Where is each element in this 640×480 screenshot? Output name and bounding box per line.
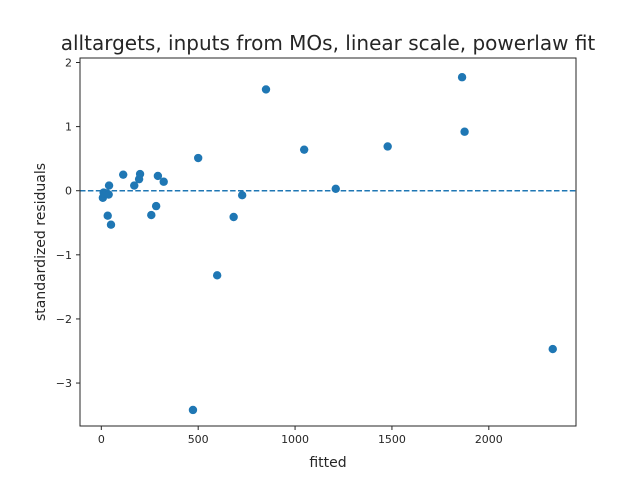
- data-point: [299, 145, 309, 154]
- x-tick-label: 1500: [378, 433, 406, 446]
- data-point: [153, 171, 163, 181]
- axes-frame: [79, 57, 577, 427]
- plot-area: 0 500 1000 1500 2000 −3 −2 −1 0 1 2: [56, 56, 576, 446]
- data-point: [229, 212, 238, 222]
- data-point: [106, 220, 116, 229]
- y-tick-label: −1: [56, 249, 72, 262]
- y-tick-label: −2: [56, 313, 72, 326]
- data-point: [188, 405, 198, 415]
- data-point: [159, 177, 168, 186]
- y-axis-label: standardized residuals: [33, 163, 49, 321]
- data-point: [135, 169, 145, 179]
- x-tick-label: 1000: [281, 433, 309, 446]
- x-tick-label: 0: [98, 433, 105, 446]
- data-point: [212, 271, 222, 280]
- y-tick-label: 2: [65, 56, 72, 69]
- data-point: [460, 127, 469, 136]
- data-point: [130, 181, 139, 190]
- x-tick-label: 2000: [475, 433, 503, 446]
- data-point: [151, 201, 161, 211]
- data-point: [119, 170, 128, 179]
- data-point: [104, 181, 114, 190]
- data-point: [103, 211, 112, 220]
- data-point: [147, 210, 156, 220]
- data-point: [193, 153, 203, 163]
- data-point: [237, 190, 247, 200]
- data-point: [548, 344, 557, 354]
- x-axis-label: fitted: [309, 455, 346, 471]
- data-point: [104, 190, 113, 199]
- y-tick-label: 0: [65, 185, 72, 198]
- data-point: [457, 73, 467, 82]
- data-point: [383, 142, 392, 151]
- data-point: [261, 85, 271, 94]
- y-tick-label: 1: [65, 121, 72, 134]
- y-tick-label: −3: [56, 377, 72, 390]
- chart-title: alltargets, inputs from MOs, linear scal…: [61, 31, 596, 55]
- data-point: [331, 184, 340, 193]
- x-tick-label: 500: [188, 433, 209, 446]
